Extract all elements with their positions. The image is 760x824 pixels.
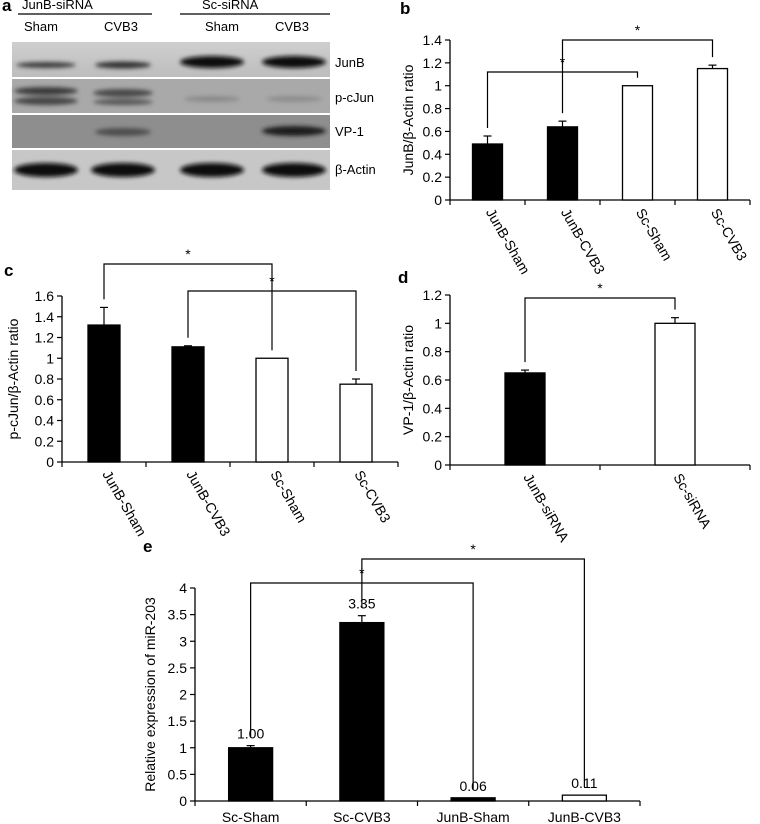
y-tick-label: 0.5 — [168, 766, 188, 782]
bar-junb-cvb3 — [561, 794, 608, 802]
x-tick-label: JunB-CVB3 — [558, 206, 609, 278]
panel-letter-c: c — [4, 261, 14, 280]
y-tick-label: 1.6 — [35, 288, 55, 304]
bar-sc-sham — [255, 357, 289, 463]
y-tick-label: 0.2 — [423, 429, 443, 445]
y-axis-label: VP-1/β-Actin ratio — [400, 325, 416, 435]
blot-group-label-1: JunB-siRNA — [22, 0, 93, 12]
y-tick-label: 2.5 — [168, 660, 188, 676]
blot-lane-label-2: CVB3 — [104, 19, 138, 34]
y-tick-label: 0.8 — [35, 371, 55, 387]
western-blot: JunB-siRNA Sc-siRNA Sham CVB3 Sham CVB3 … — [0, 0, 380, 200]
x-tick-label: Sc-Sham — [267, 468, 310, 526]
significance-star: * — [269, 273, 275, 289]
y-tick-label: 1.5 — [168, 713, 188, 729]
x-tick-label: Sc-CVB3 — [351, 468, 394, 526]
panel-letter-e: e — [143, 537, 153, 556]
y-tick-label: 0.6 — [423, 123, 443, 139]
x-tick-label: JunB-siRNA — [520, 471, 572, 546]
panel-letter-d: d — [398, 268, 409, 287]
chart-d: 0 0.2 0.4 0.6 0.8 1 1.2 VP-1/β-Actin ratio JunB-… — [400, 280, 751, 545]
y-tick-label: 1.2 — [35, 330, 55, 346]
bar-junb-cvb3 — [546, 126, 579, 201]
y-tick-label: 0.8 — [423, 344, 443, 360]
bar-junb-sham — [87, 324, 121, 463]
y-tick-label: 3.5 — [168, 607, 188, 623]
chart-e: 0 0.5 1 1.5 2 2.5 3 3.5 4 Relative expression of … — [142, 541, 641, 824]
chart-c: 0 0.2 0.4 0.6 0.8 1 1.2 1.4 1.6 p-cJun/β-Actin ra… — [5, 246, 399, 539]
significance-star: * — [635, 22, 641, 38]
y-tick-label: 2 — [179, 687, 187, 703]
y-tick-label: 0.6 — [35, 392, 55, 408]
blot-lane-label-4: CVB3 — [275, 19, 309, 34]
significance-bracket — [187, 290, 357, 371]
significance-star: * — [597, 280, 603, 296]
y-tick-label: 0 — [434, 192, 442, 208]
bar-junb-sham — [471, 143, 504, 201]
y-tick-label: 1 — [434, 315, 442, 331]
bar-sc-sham — [621, 85, 654, 201]
y-axis-label: Relative expression of miR-203 — [142, 597, 158, 792]
y-tick-label: 0.4 — [35, 413, 55, 429]
y-tick-label: 0.4 — [423, 146, 443, 162]
y-tick-label: 0.2 — [35, 433, 55, 449]
x-tick-label: JunB-Sham — [437, 809, 510, 824]
blot-row-label-actin: β-Actin — [335, 162, 376, 177]
blot-row-label-junb: JunB — [335, 55, 365, 70]
y-tick-label: 0 — [434, 457, 442, 473]
x-tick-label: JunB-Sham — [483, 206, 533, 277]
significance-bracket — [361, 558, 585, 788]
significance-bracket — [561, 39, 714, 114]
bar-junb-sham — [450, 797, 496, 802]
y-tick-label: 0.2 — [423, 169, 443, 185]
y-tick-label: 0.8 — [423, 101, 443, 117]
y-tick-label: 1.4 — [423, 32, 443, 48]
blot-row-label-pcjun: p-cJun — [335, 90, 375, 105]
x-tick-label: JunB-Sham — [99, 468, 149, 539]
y-tick-label: 3 — [179, 633, 187, 649]
x-tick-label: Sc-siRNA — [670, 471, 715, 532]
y-tick-label: 1.4 — [35, 309, 55, 325]
significance-star: * — [470, 541, 476, 557]
significance-bracket — [103, 263, 273, 351]
x-tick-label: JunB-CVB3 — [548, 809, 621, 824]
y-tick-label: 0.6 — [423, 372, 443, 388]
chart-b: 0 0.2 0.4 0.6 0.8 1 1.2 1.4 JunB/β-Actin ratio Ju… — [400, 22, 751, 277]
y-axis-label: p-cJun/β-Actin ratio — [5, 318, 21, 439]
bar-sc-cvb3 — [696, 67, 729, 201]
x-tick-label: Sc-CVB3 — [333, 809, 391, 824]
x-tick-label: JunB-CVB3 — [183, 468, 234, 540]
bar-junb-cvb3 — [171, 346, 205, 463]
panel-letter-b: b — [400, 0, 411, 18]
y-tick-label: 1 — [179, 740, 187, 756]
significance-star: * — [185, 246, 191, 262]
blot-lane-label-3: Sham — [205, 19, 239, 34]
blot-group-label-2: Sc-siRNA — [202, 0, 259, 12]
y-tick-label: 0 — [46, 454, 54, 470]
blot-strip-pcjun — [12, 79, 330, 113]
bar-junb-sirna — [504, 372, 546, 466]
x-tick-label: Sc-Sham — [633, 206, 676, 264]
x-tick-label: Sc-CVB3 — [708, 206, 751, 264]
bar-sc-cvb3 — [339, 621, 385, 802]
x-tick-label: Sc-Sham — [222, 809, 280, 824]
blot-row-label-vp1: VP-1 — [335, 124, 364, 139]
y-tick-label: 0.4 — [423, 400, 443, 416]
bar-sc-cvb3 — [339, 383, 373, 463]
y-tick-label: 1 — [434, 78, 442, 94]
significance-bracket — [524, 297, 676, 363]
y-tick-label: 4 — [179, 580, 187, 596]
y-tick-label: 1.2 — [423, 287, 443, 303]
bar-sc-sirna — [654, 322, 696, 466]
panel-letter-a: a — [2, 0, 12, 15]
y-tick-label: 0 — [179, 793, 187, 809]
blot-lane-label-1: Sham — [24, 19, 58, 34]
y-tick-label: 1 — [46, 350, 54, 366]
y-axis-label: JunB/β-Actin ratio — [400, 64, 416, 175]
western-blot-image — [12, 13, 330, 190]
y-tick-label: 1.2 — [423, 55, 443, 71]
bar-sc-sham — [227, 747, 274, 802]
